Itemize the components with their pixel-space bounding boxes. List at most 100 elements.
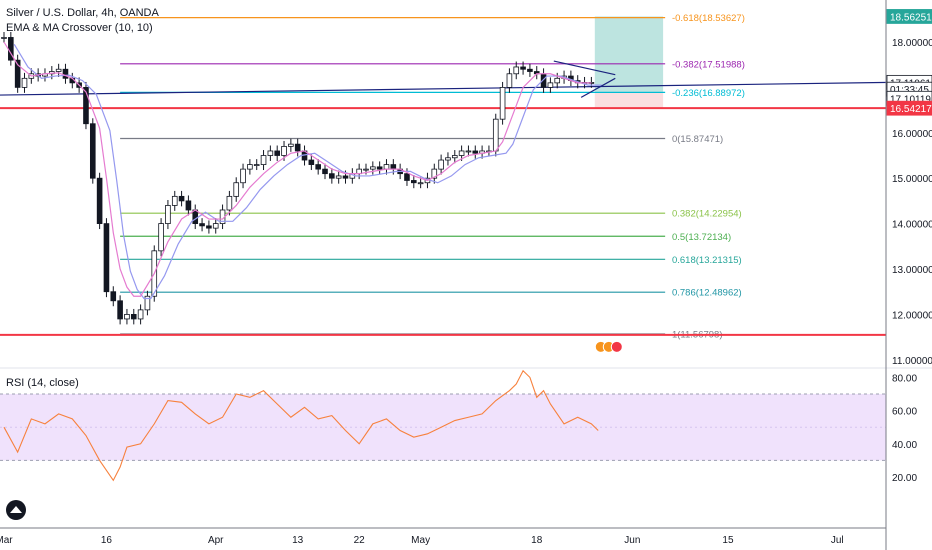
price-candle[interactable] (294, 143, 301, 152)
time-tick-label: 22 (354, 535, 366, 546)
price-candle[interactable] (62, 68, 69, 79)
flag-icon (610, 340, 623, 353)
price-candle[interactable] (212, 223, 219, 229)
position-loss-zone[interactable] (594, 91, 664, 109)
price-candle[interactable] (171, 195, 178, 206)
fib-level-label: 0.382(14.22954) (672, 209, 742, 220)
time-tick-label: Mar (0, 535, 13, 546)
rsi-tick-label: 60.00 (892, 407, 917, 418)
price-candle[interactable] (117, 300, 123, 320)
price-candle[interactable] (253, 164, 260, 166)
price-candle[interactable] (554, 77, 561, 84)
tradingview-logo (6, 500, 26, 520)
price-candle[interactable] (165, 205, 171, 225)
price-candle[interactable] (83, 87, 89, 125)
events-marker[interactable] (594, 340, 623, 353)
price-tick-label: 13.00000 (892, 265, 932, 276)
time-tick-label: Jun (624, 535, 640, 546)
price-candle[interactable] (342, 175, 349, 179)
price-candle[interactable] (329, 173, 335, 179)
price-candle[interactable] (124, 313, 130, 320)
rsi-tick-label: 20.00 (892, 473, 917, 484)
fib-level-label: -0.382(17.51988) (672, 59, 745, 70)
price-candle[interactable] (260, 155, 267, 165)
price-candle[interactable] (110, 291, 117, 302)
time-tick-label: May (411, 535, 430, 546)
rsi-tick-label: 80.00 (892, 373, 917, 384)
price-candle[interactable] (431, 168, 438, 179)
rsi-pane[interactable] (0, 369, 886, 482)
price-candle[interactable] (513, 66, 520, 75)
fib-level-label: -0.618(18.53627) (672, 13, 745, 24)
price-candle[interactable] (192, 209, 199, 224)
time-tick-label: 18 (531, 535, 543, 546)
price-candle[interactable] (14, 59, 21, 88)
price-candle[interactable] (247, 164, 253, 170)
price-candle[interactable] (458, 150, 465, 156)
price-candle[interactable] (390, 164, 397, 170)
price-candle[interactable] (206, 225, 212, 229)
price-candle[interactable] (55, 68, 62, 72)
price-candle[interactable] (527, 68, 533, 72)
trendline[interactable] (0, 81, 920, 96)
time-tick-label: 16 (101, 535, 113, 546)
fib-level-label: 0.786(12.48962) (672, 288, 742, 299)
price-candle[interactable] (240, 168, 246, 184)
price-badge (886, 9, 932, 24)
price-candle[interactable] (376, 166, 383, 170)
price-candle[interactable] (335, 175, 342, 179)
price-candle[interactable] (445, 157, 451, 161)
price-pane[interactable]: -0.618(18.53627) -0.382(17.51988) -0.236(1… (0, 13, 920, 353)
price-candle[interactable] (226, 195, 233, 211)
price-candle[interactable] (506, 73, 513, 88)
price-candle[interactable] (288, 143, 294, 147)
rsi-line[interactable] (3, 369, 599, 482)
price-candle[interactable] (144, 295, 151, 311)
price-candle[interactable] (89, 123, 96, 179)
price-candle[interactable] (363, 168, 369, 171)
fib-level-label: 0.5(13.72134) (672, 232, 731, 243)
price-tick-label: 12.00000 (892, 310, 932, 321)
price-badge-label: 17.10119 (890, 94, 931, 105)
price-candle[interactable] (417, 182, 424, 185)
price-tick-label: 18.00000 (892, 38, 932, 49)
price-candle[interactable] (465, 150, 472, 153)
position-profit-zone[interactable] (594, 16, 664, 92)
price-candle[interactable] (315, 164, 321, 170)
price-candle[interactable] (322, 168, 328, 175)
price-candle[interactable] (370, 166, 376, 170)
price-candle[interactable] (281, 146, 287, 156)
price-candle[interactable] (21, 77, 28, 88)
price-candle[interactable] (438, 159, 444, 170)
price-candle[interactable] (520, 66, 526, 70)
price-candle[interactable] (499, 87, 506, 120)
price-candle[interactable] (185, 200, 192, 211)
price-candle[interactable] (492, 118, 499, 152)
price-candle[interactable] (404, 173, 410, 181)
price-candle[interactable] (274, 150, 280, 156)
price-candle[interactable] (103, 223, 110, 293)
price-candle[interactable] (137, 309, 144, 320)
rsi-tick-label: 40.00 (892, 440, 917, 451)
time-tick-label: 15 (722, 535, 734, 546)
price-candle[interactable] (233, 182, 240, 197)
price-candle[interactable] (410, 180, 417, 184)
fib-level-label: -0.236(16.88972) (672, 88, 745, 99)
price-candle[interactable] (308, 159, 315, 165)
price-candle[interactable] (96, 177, 103, 224)
price-candle[interactable] (130, 313, 137, 320)
triangle-upper-line[interactable] (553, 60, 616, 76)
ma-line[interactable] (13, 43, 602, 300)
price-candle[interactable] (1, 37, 7, 39)
price-candle[interactable] (547, 82, 554, 88)
triangle-lower-line[interactable] (580, 77, 616, 98)
price-candle[interactable] (199, 223, 205, 227)
ema-line[interactable] (3, 41, 592, 297)
price-candle[interactable] (383, 164, 390, 170)
price-candle[interactable] (267, 150, 274, 156)
price-candle[interactable] (472, 150, 479, 154)
price-candle[interactable] (158, 223, 164, 252)
price-candle[interactable] (178, 195, 185, 202)
price-candle[interactable] (451, 155, 458, 159)
